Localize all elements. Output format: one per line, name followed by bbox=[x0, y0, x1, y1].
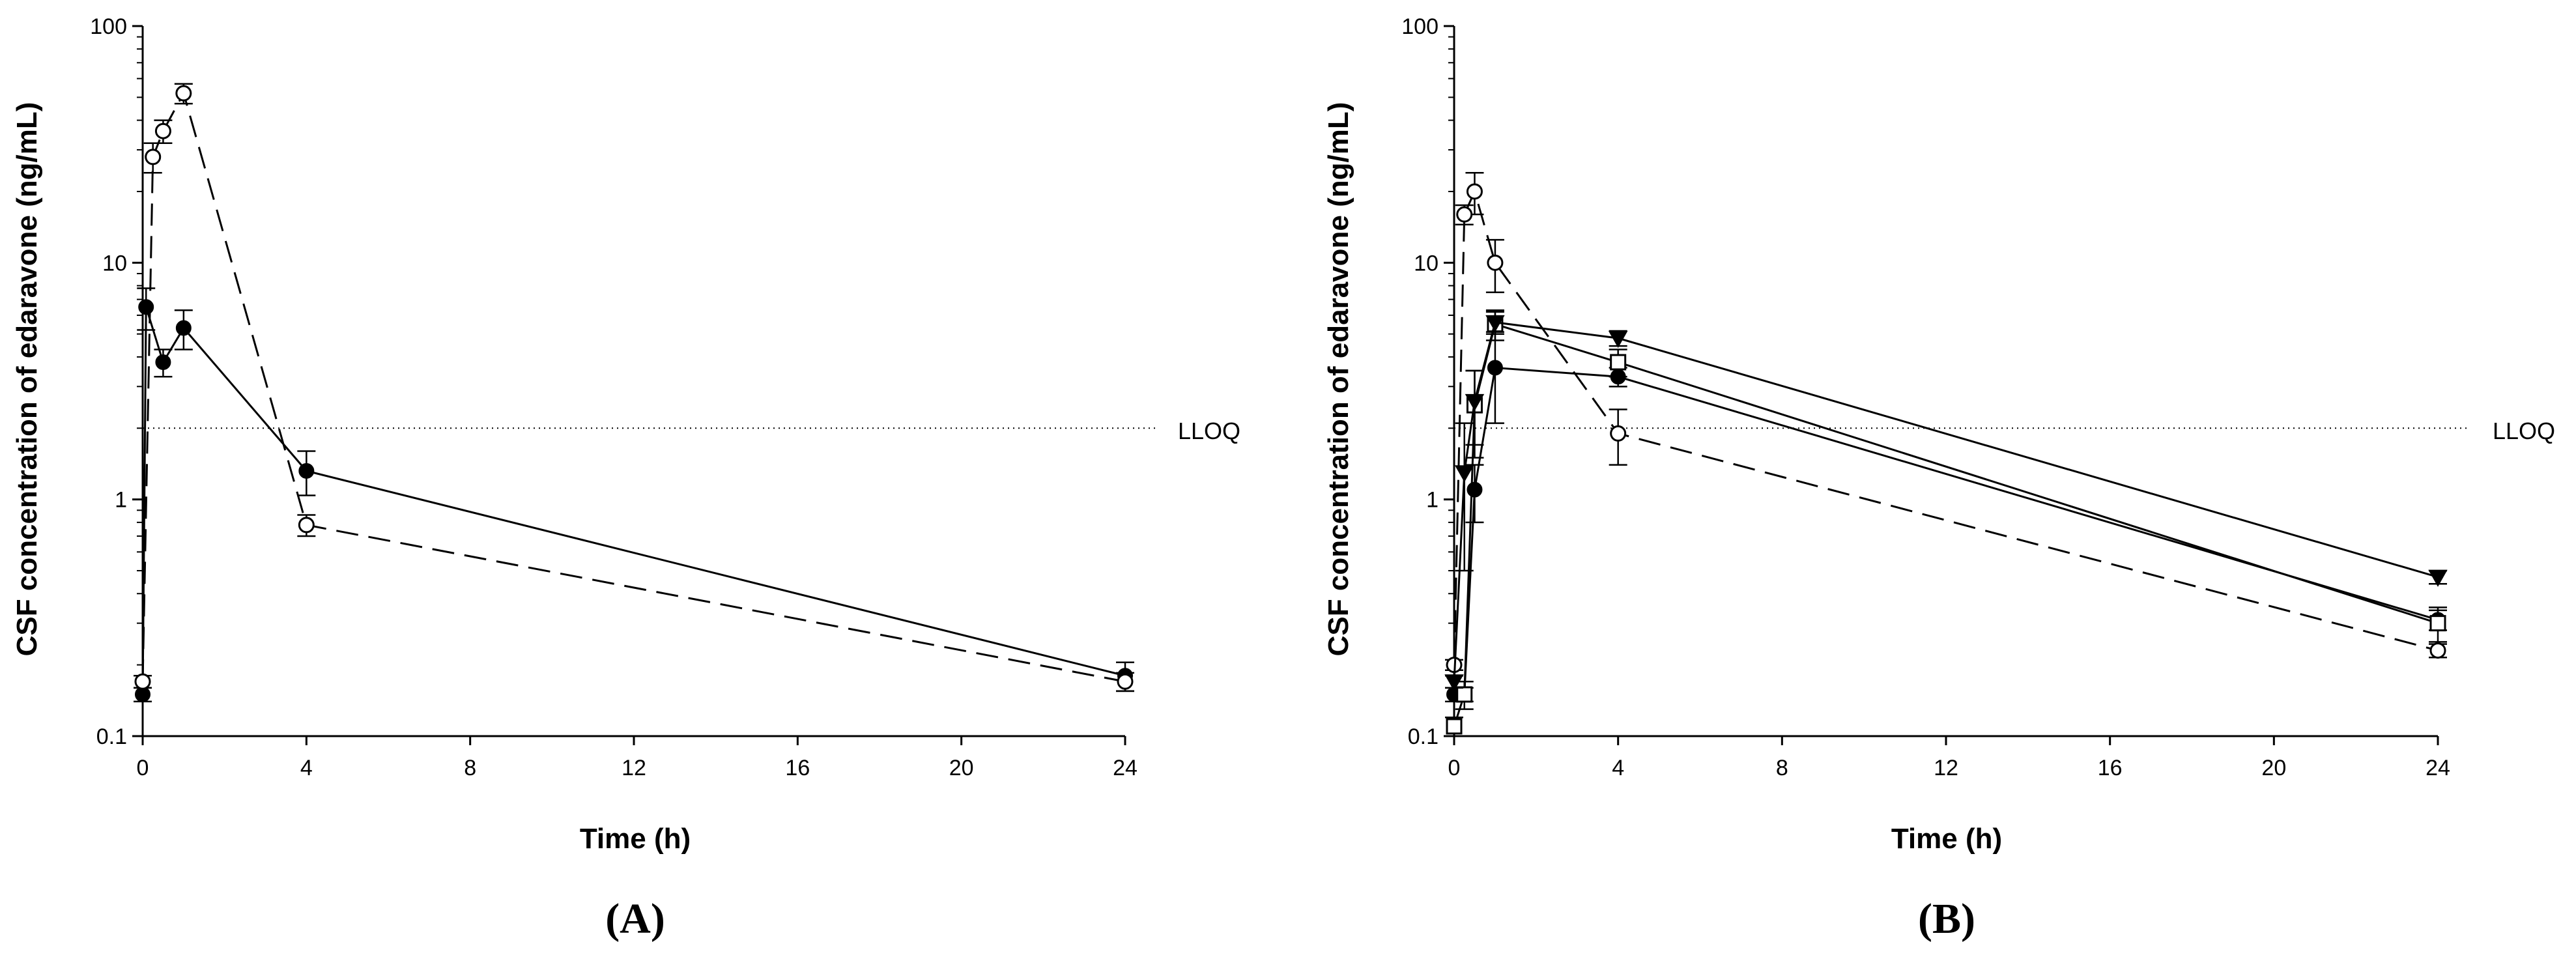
plot-area-a: 0 4 8 12 16 20 24 0.1 1 10 100 bbox=[90, 14, 1155, 780]
y-tick-label-a: 100 bbox=[90, 14, 127, 39]
x-tick-label-b: 8 bbox=[1776, 756, 1788, 780]
x-tick-label-a: 20 bbox=[949, 756, 974, 780]
y-tick-label-b: 1 bbox=[1426, 488, 1438, 513]
panel-label-a: (A) bbox=[605, 895, 665, 943]
data-point-b-0 bbox=[2429, 642, 2446, 659]
panel-a: 0 4 8 12 16 20 24 0.1 1 10 100 Time (h) CSF concen… bbox=[11, 14, 1240, 943]
x-tick-label-a: 12 bbox=[622, 756, 646, 780]
data-point-a-0 bbox=[155, 354, 171, 371]
y-tick-label-b: 100 bbox=[1401, 14, 1438, 39]
data-point-b-0 bbox=[1456, 206, 1473, 223]
series-line-b-2 bbox=[1453, 322, 2439, 727]
y-tick-label-a: 0.1 bbox=[96, 724, 127, 749]
data-point-b-3 bbox=[1444, 674, 1464, 692]
y-tick-label-b: 0.1 bbox=[1408, 724, 1438, 749]
x-tick-label-b: 12 bbox=[1934, 756, 1958, 780]
y-axis-label-b: CSF concentration of edaravone (ng/mL) bbox=[1323, 102, 1354, 657]
lloq-label-a: LLOQ bbox=[1178, 418, 1240, 444]
x-tick-label-b: 20 bbox=[2261, 756, 2286, 780]
series-line-a-0 bbox=[141, 306, 1126, 695]
x-tick-label-b: 4 bbox=[1612, 756, 1624, 780]
data-point-a-1 bbox=[145, 149, 162, 165]
data-point-b-3 bbox=[1608, 331, 1628, 349]
x-tick-label-a: 4 bbox=[300, 756, 313, 780]
data-point-b-2 bbox=[1456, 686, 1473, 703]
x-tick-label-b: 0 bbox=[1448, 756, 1461, 780]
y-tick-label-a: 10 bbox=[102, 251, 127, 276]
panel-label-b: (B) bbox=[1918, 895, 1975, 943]
x-axis-label-b: Time (h) bbox=[1891, 823, 2002, 855]
data-point-b-3 bbox=[1465, 393, 1485, 411]
x-tick-label-a: 0 bbox=[137, 756, 149, 780]
y-axis-label-a: CSF concentration of edaravone (ng/mL) bbox=[11, 102, 43, 657]
x-tick-label-a: 16 bbox=[785, 756, 810, 780]
data-point-a-1 bbox=[134, 673, 151, 690]
data-point-a-1 bbox=[175, 85, 192, 102]
data-point-b-3 bbox=[2428, 569, 2448, 587]
data-point-a-0 bbox=[298, 463, 315, 479]
series-line-a-1 bbox=[141, 91, 1126, 683]
y-tick-label-b: 10 bbox=[1414, 251, 1438, 276]
x-tick-label-b: 16 bbox=[2098, 756, 2123, 780]
data-point-b-1 bbox=[1467, 481, 1483, 498]
data-point-a-0 bbox=[138, 299, 154, 315]
x-tick-label-a: 24 bbox=[1113, 756, 1138, 780]
data-point-b-3 bbox=[1455, 465, 1474, 483]
series-line-b-3 bbox=[1453, 321, 2439, 682]
data-point-b-2 bbox=[1446, 718, 1463, 735]
series-line-b-1 bbox=[1454, 366, 2439, 696]
data-point-b-0 bbox=[1466, 183, 1483, 200]
data-point-b-3 bbox=[1485, 315, 1505, 332]
data-point-b-0 bbox=[1610, 425, 1627, 442]
panel-b: 0 4 8 12 16 20 24 0.1 1 10 100 Time (h) CSF concen… bbox=[1323, 14, 2555, 943]
series-line-b-0 bbox=[1453, 188, 2439, 665]
data-point-a-0 bbox=[175, 320, 192, 336]
data-point-b-0 bbox=[1487, 254, 1504, 271]
data-point-a-1 bbox=[1117, 673, 1134, 690]
data-point-b-2 bbox=[1610, 354, 1627, 371]
data-point-a-1 bbox=[154, 122, 171, 139]
lloq-label-b: LLOQ bbox=[2493, 418, 2555, 444]
x-tick-label-a: 8 bbox=[464, 756, 476, 780]
data-point-a-1 bbox=[298, 517, 315, 534]
y-tick-label-a: 1 bbox=[115, 488, 127, 513]
data-point-b-1 bbox=[1487, 360, 1503, 376]
x-axis-label-a: Time (h) bbox=[580, 823, 691, 855]
data-point-b-2 bbox=[2429, 615, 2446, 632]
x-tick-label-b: 24 bbox=[2426, 756, 2450, 780]
plot-area-b: 0 4 8 12 16 20 24 0.1 1 10 100 bbox=[1401, 14, 2468, 780]
